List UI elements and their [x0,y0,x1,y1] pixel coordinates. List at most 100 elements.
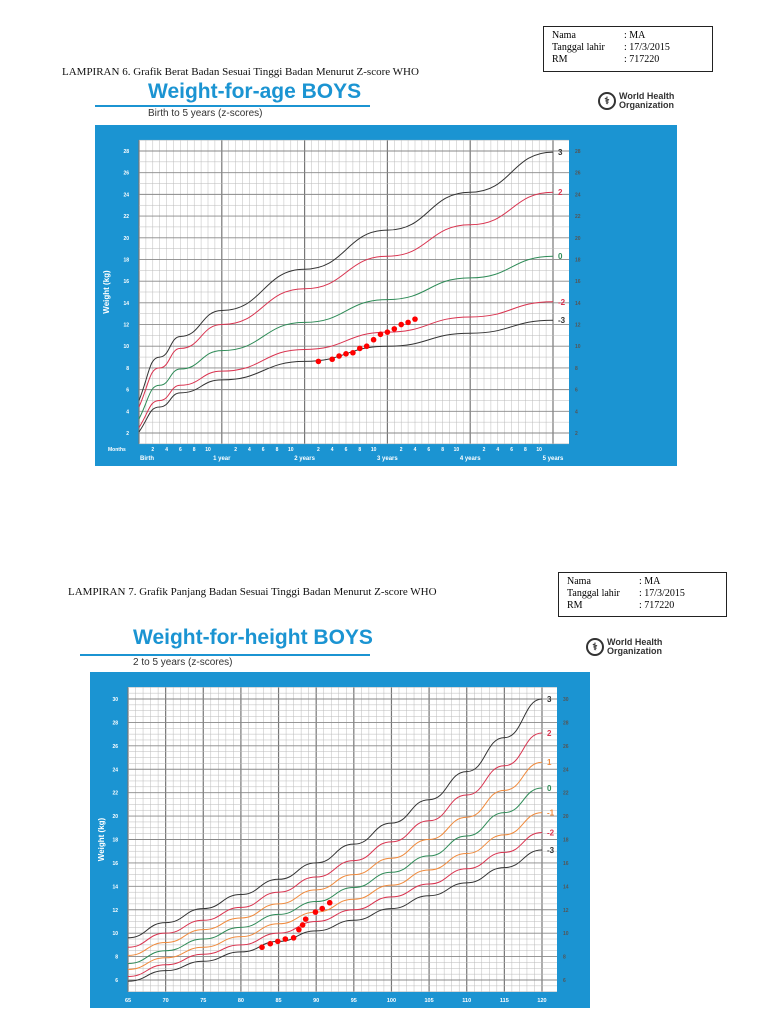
x-tick-month: 8 [358,447,361,453]
y-tick-label: 18 [112,838,118,844]
y-tick-label: 26 [112,744,118,750]
y-tick-label: 28 [123,149,129,155]
y-tick-label: 8 [126,366,129,372]
y-tick-label-right: 2 [575,431,578,437]
y-tick-label: 28 [112,720,118,726]
caption-lampiran-6: LAMPIRAN 6. Grafik Berat Badan Sesuai Ti… [62,66,419,78]
y-tick-label: 2 [126,431,129,437]
logo-text: Organization [607,646,663,656]
info-label: RM [567,600,583,611]
logo-text: World Health [607,637,663,647]
y-tick-label: 8 [115,955,118,961]
x-tick-month: 6 [179,447,182,453]
y-tick-label-right: 8 [575,366,578,372]
y-tick-label-right: 26 [563,744,569,750]
zscore-curve--2 [127,831,543,977]
y-tick-label: 18 [123,257,129,263]
measurement-point [299,922,306,928]
zscore-curve-2 [127,732,543,948]
y-tick-label: 16 [112,861,118,867]
y-tick-label: 30 [112,697,118,703]
y-tick-label-right: 30 [563,697,569,703]
measurement-point [350,349,356,356]
x-tick-month: 10 [371,447,377,453]
y-axis-label: Weight (kg) [97,817,106,861]
measurement-point [326,899,333,906]
zscore-curve-3 [138,151,554,401]
x-tick-label: 120 [537,998,546,1004]
y-tick-label-right: 6 [563,978,566,984]
y-tick-label-right: 24 [575,192,581,198]
y-tick-label: 22 [112,791,118,797]
measurement-point [290,935,297,941]
x-tick-label: 100 [387,998,396,1004]
info-label: Nama [552,30,576,41]
measurement-point [398,321,405,328]
info-label: RM [552,54,568,65]
zscore-label: -3 [547,846,555,855]
patient-info-box: Nama: MA Tanggal lahir: 17/3/2015 RM: 71… [543,26,713,72]
measurement-point [370,336,377,343]
who-emblem-icon: ⚕ [586,638,604,656]
measurement-point [315,358,322,365]
y-tick-label: 14 [123,301,129,307]
x-tick-year: 4 years [460,456,481,462]
y-tick-label-right: 14 [563,884,569,890]
measurement-point [329,356,336,363]
x-tick-year: Birth [140,456,154,462]
x-tick-month: 4 [496,447,499,453]
x-tick-month: 8 [193,447,196,453]
measurement-point [259,944,265,951]
chart-title: Weight-for-age BOYS [148,80,362,103]
chart-subtitle: Birth to 5 years (z-scores) [148,108,263,119]
x-tick-label: 105 [424,998,433,1004]
x-tick-month: 2 [234,447,237,453]
y-tick-label: 20 [123,236,129,242]
info-value: : 717220 [624,54,660,65]
zscore-curve-2 [138,191,554,408]
y-tick-label: 24 [123,192,129,198]
y-tick-label-right: 16 [563,861,569,867]
info-label: Tanggal lahir [552,42,605,53]
x-tick-month: 4 [248,447,251,453]
zscore-label: 0 [547,784,552,793]
zscore-curve--3 [138,319,554,433]
measurement-point [377,331,384,338]
x-tick-label: 65 [125,998,131,1004]
y-tick-label-right: 12 [575,323,581,329]
x-tick-month: 6 [262,447,265,453]
y-tick-label-right: 16 [575,279,581,285]
y-tick-label-right: 28 [563,720,569,726]
x-tick-label: 80 [238,998,244,1004]
y-tick-label-right: 28 [575,149,581,155]
zscore-label: 2 [547,729,552,738]
y-tick-label-right: 22 [575,214,581,220]
y-tick-label: 10 [123,344,129,350]
measurement-point [274,938,281,945]
info-value: : 717220 [639,600,675,611]
x-tick-label: 110 [462,998,471,1004]
who-logo: ⚕ World Health Organization [586,638,662,656]
measurement-point [343,351,349,357]
x-tick-label: 90 [313,998,319,1004]
zscore-curve-0 [127,787,543,965]
measurement-point [302,916,309,922]
y-tick-label-right: 20 [563,814,569,820]
x-tick-month: 8 [441,447,444,453]
x-tick-label: 115 [500,998,509,1004]
x-tick-label: 75 [200,998,206,1004]
x-tick-month: 6 [345,447,348,453]
x-tick-month: 4 [331,447,334,453]
zscore-label: -2 [558,298,566,307]
measurement-point [391,326,398,332]
y-tick-label: 6 [126,388,129,394]
patient-info-box: Nama: MA Tanggal lahir: 17/3/2015 RM: 71… [558,572,727,617]
y-tick-label-right: 22 [563,791,569,797]
x-tick-month: 10 [205,447,211,453]
x-tick-month: 6 [427,447,430,453]
y-tick-label-right: 4 [575,409,578,415]
x-tick-month: 6 [510,447,513,453]
measurement-point [357,345,363,352]
y-tick-label-right: 12 [563,908,569,914]
measurement-point [282,936,289,942]
